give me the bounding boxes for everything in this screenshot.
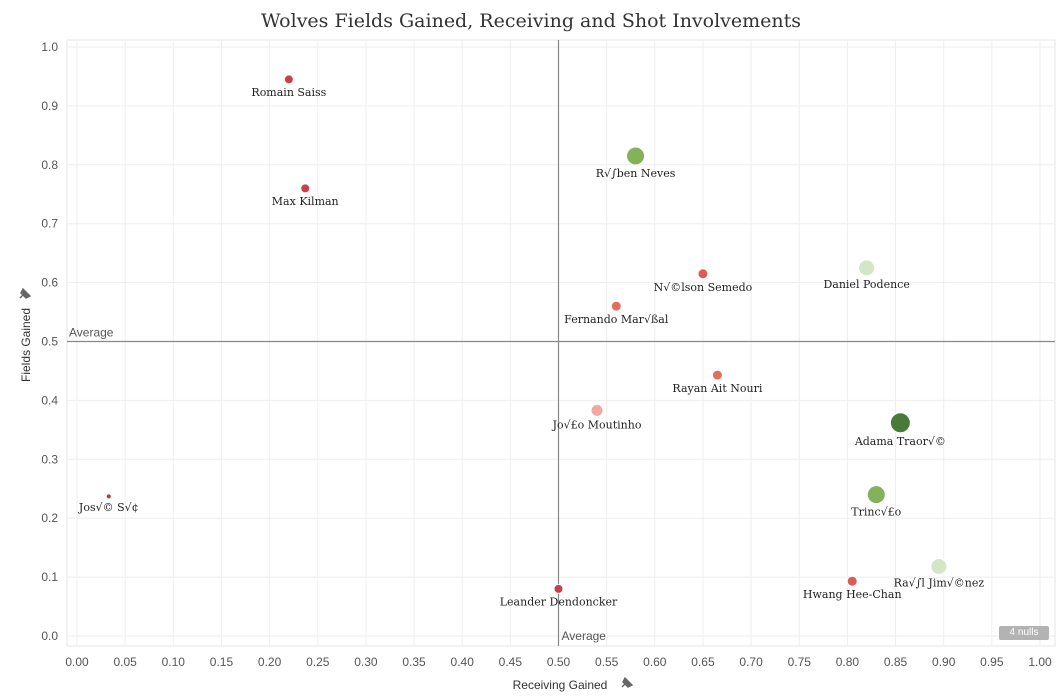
data-point-label: Jo√£o Moutinho <box>552 418 642 431</box>
data-point-label: Daniel Podence <box>823 278 909 291</box>
y-tick-label: 0.2 <box>41 511 58 525</box>
data-point[interactable] <box>105 493 112 500</box>
x-tick-label: 0.25 <box>306 655 330 669</box>
y-tick-label: 0.8 <box>41 158 58 172</box>
data-point[interactable] <box>610 300 622 312</box>
x-tick-label: 0.40 <box>451 655 475 669</box>
x-tick-label: 0.05 <box>113 655 137 669</box>
data-point-label: Fernando Mar√ßal <box>564 313 669 326</box>
reference-lines: Average Average <box>67 40 1055 646</box>
data-point[interactable] <box>846 575 858 587</box>
x-tick-label: 0.80 <box>836 655 860 669</box>
y-tick-label: 0.0 <box>41 629 58 643</box>
x-axis-ticks: 0.00 0.05 0.10 0.15 0.20 0.25 0.30 0.35 0.40 0.45… <box>65 655 1052 669</box>
data-point[interactable] <box>553 583 564 594</box>
data-point[interactable] <box>866 485 886 505</box>
data-point[interactable] <box>300 183 311 194</box>
data-point-label: N√©lson Semedo <box>654 281 753 294</box>
x-tick-label: 0.15 <box>210 655 234 669</box>
y-tick-label: 0.5 <box>41 335 58 349</box>
x-average-label: Average <box>562 629 607 643</box>
data-point[interactable] <box>697 268 709 280</box>
y-tick-label: 0.6 <box>41 276 58 290</box>
x-tick-label: 0.50 <box>547 655 571 669</box>
x-tick-label: 0.00 <box>65 655 89 669</box>
x-tick-label: 0.20 <box>258 655 282 669</box>
data-point-label: Adama Traor√© <box>854 435 946 448</box>
y-axis-title: Fields Gained <box>19 308 33 382</box>
data-point-label: R√∫ben Neves <box>596 167 676 180</box>
data-point[interactable] <box>930 557 948 575</box>
plot-frame <box>66 39 1056 647</box>
data-points <box>105 74 948 594</box>
data-point[interactable] <box>626 146 646 166</box>
x-tick-label: 0.30 <box>354 655 378 669</box>
data-point-label: Max Kilman <box>272 195 339 208</box>
y-axis-pin-icon[interactable] <box>19 287 32 299</box>
y-average-label: Average <box>69 326 114 340</box>
data-point[interactable] <box>283 74 294 85</box>
data-point-label: Hwang Hee-Chan <box>803 588 902 601</box>
y-tick-label: 0.7 <box>41 217 58 231</box>
gridlines <box>66 39 1056 647</box>
x-tick-label: 0.45 <box>499 655 523 669</box>
x-tick-label: 0.95 <box>980 655 1004 669</box>
x-axis-pin-icon[interactable] <box>621 676 634 688</box>
x-tick-label: 0.65 <box>691 655 715 669</box>
x-tick-label: 0.75 <box>788 655 812 669</box>
chart-title: Wolves Fields Gained, Receiving and Shot… <box>260 10 802 32</box>
data-point-label: Ra√∫l Jim√©nez <box>894 576 985 589</box>
data-point-label: Rayan Ait Nouri <box>672 382 762 395</box>
x-tick-label: 0.70 <box>739 655 763 669</box>
data-point[interactable] <box>858 259 876 277</box>
x-tick-label: 0.55 <box>595 655 619 669</box>
x-tick-label: 0.60 <box>643 655 667 669</box>
x-tick-label: 0.10 <box>162 655 186 669</box>
data-point[interactable] <box>711 369 723 381</box>
y-tick-label: 0.4 <box>41 393 58 407</box>
point-labels: Romain Saiss Max Kilman R√∫ben Neves N√©lso… <box>78 86 984 608</box>
x-tick-label: 0.85 <box>884 655 908 669</box>
data-point-label: Leander Dendoncker <box>500 595 618 608</box>
x-axis-title: Receiving Gained <box>513 678 608 692</box>
x-tick-label: 0.90 <box>932 655 956 669</box>
x-tick-label: 0.35 <box>402 655 426 669</box>
y-tick-label: 0.9 <box>41 99 58 113</box>
data-point-label: Romain Saiss <box>251 86 326 99</box>
nulls-indicator[interactable]: 4 nulls <box>999 626 1049 640</box>
data-point[interactable] <box>590 403 604 417</box>
y-tick-label: 0.1 <box>41 570 58 584</box>
data-point-label: Trinc√£o <box>851 506 901 519</box>
y-tick-label: 0.3 <box>41 452 58 466</box>
data-point-label: Jos√© S√¢ <box>78 501 139 514</box>
y-axis-ticks: 0.0 0.1 0.2 0.3 0.4 0.5 0.6 0.7 0.8 0.9 1.0 <box>41 40 58 643</box>
y-tick-label: 1.0 <box>41 40 58 54</box>
data-point[interactable] <box>889 412 911 434</box>
x-tick-label: 1.00 <box>1028 655 1052 669</box>
